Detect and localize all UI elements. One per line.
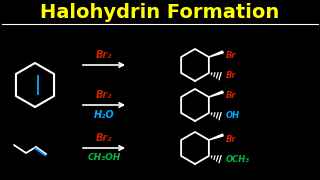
Polygon shape — [209, 51, 223, 57]
Text: Br₂: Br₂ — [96, 50, 112, 60]
Text: CH₃OH: CH₃OH — [87, 154, 121, 163]
Text: Br₂: Br₂ — [96, 90, 112, 100]
Polygon shape — [209, 91, 223, 97]
Text: Br: Br — [226, 134, 236, 143]
Polygon shape — [209, 134, 223, 140]
Text: H₂O: H₂O — [94, 110, 114, 120]
Text: Br₂: Br₂ — [96, 133, 112, 143]
Text: OCH₃: OCH₃ — [226, 154, 250, 163]
Text: OH: OH — [226, 111, 240, 120]
Text: Halohydrin Formation: Halohydrin Formation — [40, 3, 280, 22]
Text: Br: Br — [226, 71, 236, 80]
Text: Br: Br — [226, 51, 236, 60]
Text: Br: Br — [226, 91, 236, 100]
